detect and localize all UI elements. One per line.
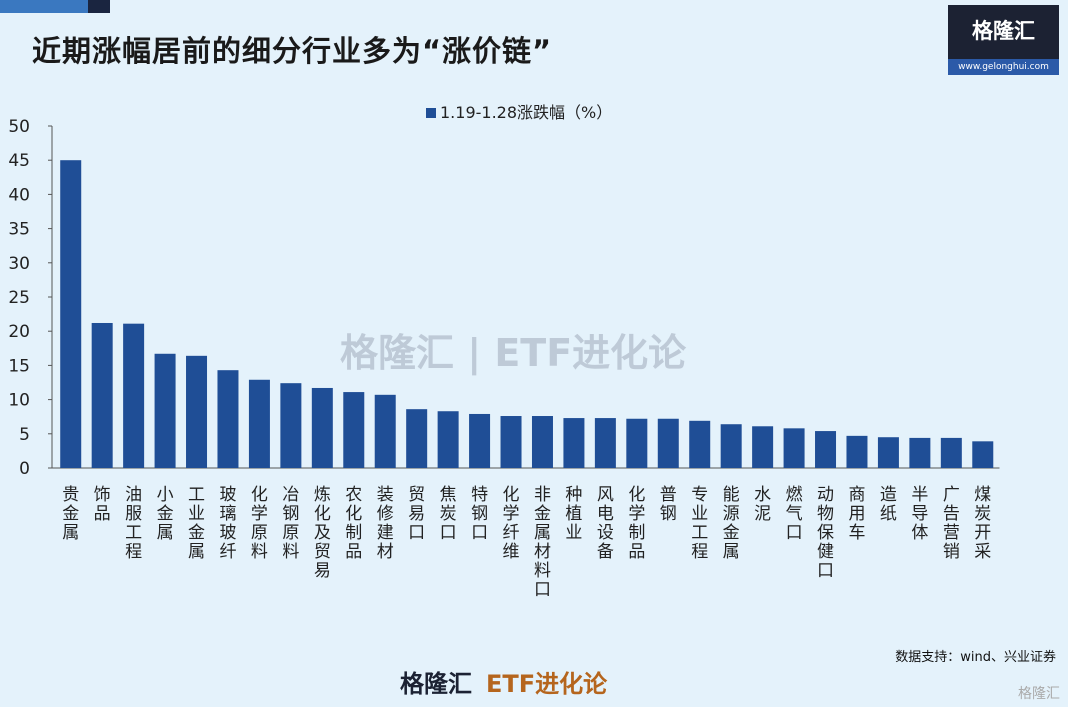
bar	[311, 387, 333, 468]
x-tick-label: 工业金属	[188, 485, 205, 562]
bar	[972, 441, 994, 468]
legend-swatch	[426, 108, 436, 118]
bar	[815, 431, 837, 468]
bar	[531, 416, 553, 468]
footer-sub: ETF进化论	[486, 670, 608, 698]
x-tick-label: 冶钢原料	[282, 485, 299, 562]
x-tick-label: 焦炭口	[440, 485, 457, 543]
logo-url: www.gelonghui.com	[948, 59, 1059, 75]
y-tick-label: 10	[8, 391, 30, 411]
top-accent-bar-dark	[88, 0, 110, 13]
y-tick-label: 30	[8, 254, 30, 274]
x-tick-label: 饰品	[94, 485, 111, 524]
bar	[689, 420, 711, 468]
bar	[783, 428, 805, 468]
top-accent-bar	[0, 0, 110, 13]
bar	[909, 437, 931, 468]
bar	[248, 379, 270, 468]
legend-label: 1.19-1.28涨跌幅（%）	[440, 103, 613, 122]
bar	[469, 413, 491, 468]
x-tick-label: 特钢口	[471, 485, 488, 543]
bar	[406, 409, 428, 468]
bar	[940, 437, 962, 468]
x-tick-label: 玻璃玻纤	[219, 485, 236, 562]
y-tick-label: 35	[8, 220, 30, 240]
x-tick-label: 非金属材料口	[534, 485, 551, 600]
logo: 格隆汇 www.gelonghui.com	[948, 5, 1059, 75]
x-tick-label: 小金属	[157, 485, 174, 543]
x-tick-label: 水泥	[754, 485, 771, 524]
y-tick-label: 15	[8, 356, 30, 376]
x-tick-label: 化学制品	[628, 485, 645, 562]
x-tick-label: 煤炭开采	[974, 485, 991, 562]
watermark: 格隆汇 | ETF进化论	[340, 331, 687, 375]
y-tick-label: 40	[8, 185, 30, 205]
bar	[186, 355, 208, 468]
bar	[657, 418, 679, 468]
bar	[60, 160, 82, 468]
y-tick-label: 5	[19, 425, 30, 445]
x-tick-label: 动物保健口	[817, 485, 834, 581]
footer-brand: 格隆汇 ETF进化论	[400, 664, 607, 699]
y-tick-label: 45	[8, 151, 30, 171]
page-title: 近期涨幅居前的细分行业多为“涨价链”	[32, 34, 553, 68]
bar	[280, 383, 302, 468]
x-tick-label: 燃气口	[786, 485, 803, 543]
x-tick-label: 化学原料	[251, 485, 268, 562]
x-tick-label: 半导体	[911, 485, 928, 543]
x-tick-label: 农化制品	[345, 485, 362, 562]
bar	[91, 322, 113, 468]
bar	[846, 435, 868, 468]
y-tick-label: 50	[8, 117, 30, 137]
bar	[563, 418, 585, 468]
corner-watermark: 格隆汇	[1018, 686, 1060, 702]
chart-legend: 1.19-1.28涨跌幅（%）	[426, 99, 612, 123]
x-tick-label: 造纸	[880, 485, 897, 524]
x-tick-label: 风电设备	[597, 485, 614, 562]
bar	[437, 411, 459, 468]
bar	[752, 426, 774, 468]
bar	[374, 394, 396, 468]
bar	[343, 392, 365, 468]
x-tick-label: 贸易口	[408, 485, 425, 543]
bar	[154, 353, 176, 468]
x-tick-label: 贵金属	[62, 485, 79, 543]
bar	[500, 416, 522, 468]
data-source: 数据支持：wind、兴业证券	[895, 650, 1056, 665]
x-tick-label: 普钢	[660, 485, 677, 524]
x-tick-label: 广告营销	[943, 485, 960, 562]
y-tick-label: 25	[8, 288, 30, 308]
bar	[626, 418, 648, 468]
x-tick-label: 化学纤维	[503, 485, 520, 562]
x-tick-label: 专业工程	[691, 485, 708, 562]
x-tick-label: 装修建材	[377, 485, 394, 562]
bar	[594, 418, 616, 468]
y-tick-label: 0	[19, 459, 30, 479]
x-tick-label: 油服工程	[125, 485, 142, 562]
y-tick-label: 20	[8, 322, 30, 342]
bar	[217, 370, 239, 468]
logo-text: 格隆汇	[972, 19, 1035, 43]
bar	[720, 424, 742, 468]
bar	[877, 437, 899, 468]
x-tick-label: 炼化及贸易	[314, 485, 331, 581]
x-tick-label: 商用车	[848, 485, 865, 543]
x-tick-label: 能源金属	[723, 485, 740, 562]
footer-logo-text: 格隆汇	[400, 670, 472, 698]
x-tick-label: 种植业	[565, 485, 582, 543]
bar	[123, 323, 145, 468]
